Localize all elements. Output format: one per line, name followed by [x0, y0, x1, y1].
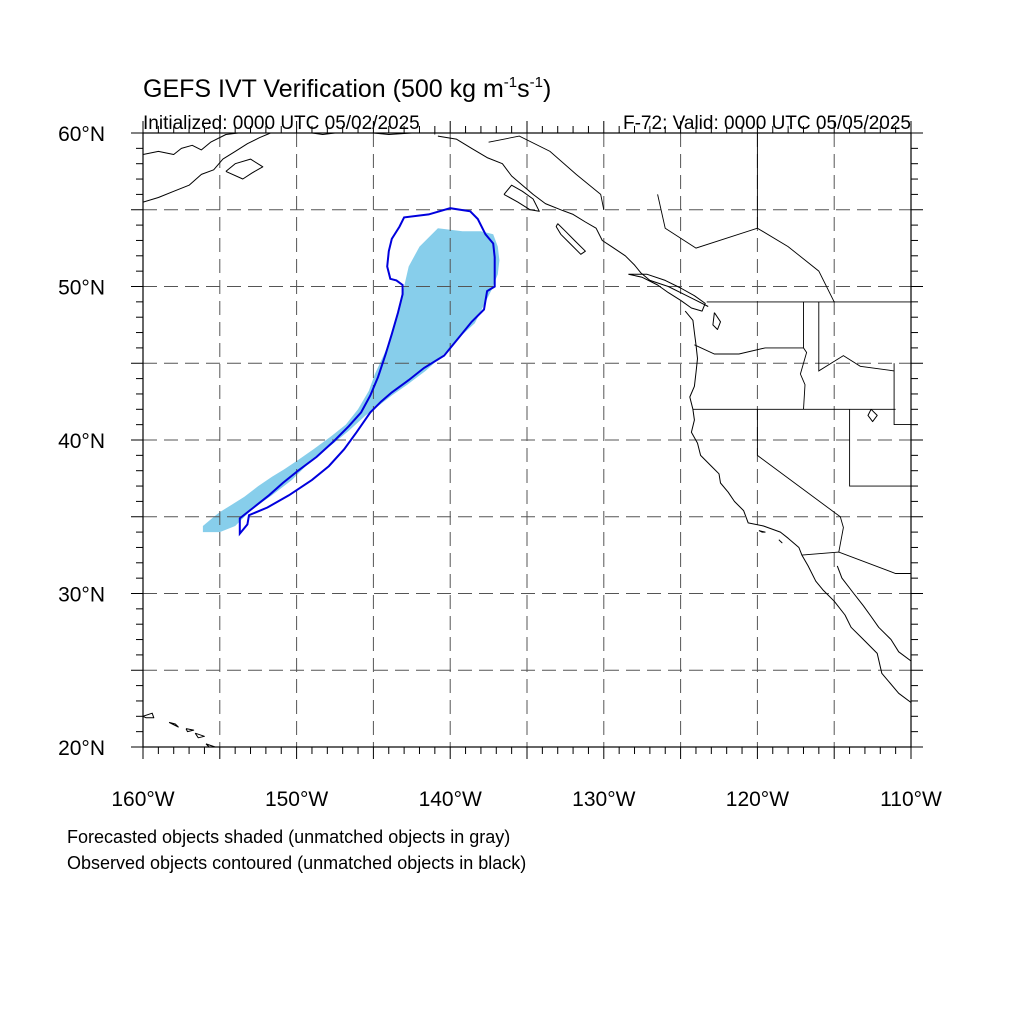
longitude-label: 110°W	[880, 788, 942, 811]
state-boundary	[799, 301, 808, 410]
valid-time: F-72: Valid: 0000 UTC 05/05/2025	[623, 113, 911, 134]
initialized-time: Initialized: 0000 UTC 05/02/2025	[143, 113, 420, 134]
coastline	[555, 223, 586, 255]
political-boundaries	[434, 133, 911, 574]
longitude-label: 150°W	[265, 788, 328, 811]
coastline	[836, 565, 911, 662]
coastline	[168, 721, 179, 728]
coastline	[684, 310, 911, 703]
forecast-ivt-object	[202, 228, 500, 533]
axis-ticks	[131, 121, 923, 759]
figure-title: GEFS IVT Verification (500 kg m-1s-1)	[143, 74, 551, 103]
state-boundary	[801, 551, 911, 574]
longitude-label: 120°W	[726, 788, 789, 811]
state-boundary	[756, 409, 844, 553]
state-boundary	[694, 344, 804, 355]
latitude-label: 60°N	[58, 123, 105, 146]
latitude-label: 40°N	[58, 430, 105, 453]
coastline	[778, 539, 783, 544]
coastline	[867, 408, 878, 423]
state-boundary	[849, 409, 911, 487]
latitude-label: 30°N	[58, 584, 105, 607]
latitude-labels: 60°N 50°N 40°N 30°N 20°N	[58, 123, 105, 760]
coastline	[185, 728, 195, 733]
latitude-label: 50°N	[58, 277, 105, 300]
coastline	[628, 273, 706, 312]
coastline	[194, 732, 205, 739]
longitude-label: 130°W	[572, 788, 635, 811]
longitude-label: 160°W	[111, 788, 174, 811]
map-area	[143, 133, 911, 747]
longitude-labels: 160°W 150°W 140°W 130°W 120°W 110°W	[111, 788, 942, 811]
coastline	[712, 312, 721, 330]
coastline	[143, 712, 155, 719]
map-gridlines	[143, 133, 911, 747]
latitude-label: 20°N	[58, 737, 105, 760]
coastline	[143, 133, 239, 155]
coastline	[225, 158, 264, 180]
observed-legend-note: Observed objects contoured (unmatched ob…	[67, 853, 526, 873]
longitude-label: 140°W	[419, 788, 482, 811]
coastline	[503, 184, 540, 212]
state-boundary	[488, 135, 605, 210]
state-boundary	[893, 363, 911, 426]
coastline	[143, 133, 271, 203]
coastline	[437, 135, 709, 307]
coastline	[758, 530, 766, 533]
state-boundary	[818, 301, 895, 372]
observed-objects	[238, 207, 496, 537]
forecast-objects	[202, 228, 500, 533]
observed-ivt-contour	[238, 207, 496, 537]
forecast-legend-note: Forecasted objects shaded (unmatched obj…	[67, 827, 510, 847]
coastline	[205, 743, 216, 747]
